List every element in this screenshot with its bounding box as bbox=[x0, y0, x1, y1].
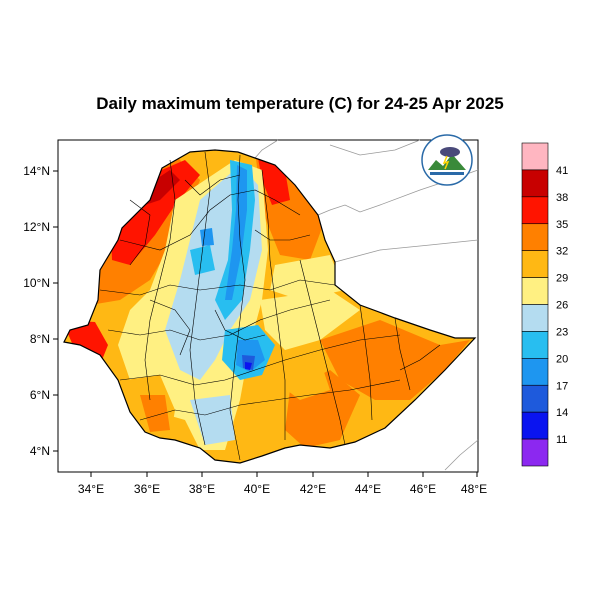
colorbar-swatch bbox=[521, 277, 549, 305]
lon-tick-label: 42°E bbox=[300, 482, 326, 496]
lon-tick-label: 46°E bbox=[410, 482, 436, 496]
colorbar-label: 20 bbox=[556, 353, 568, 365]
ethiopian-meteorology-institute-logo bbox=[421, 134, 473, 186]
colorbar-label: 11 bbox=[556, 434, 567, 446]
colorbar-label: 23 bbox=[556, 326, 568, 338]
country-outline bbox=[63, 149, 477, 464]
lon-tick-label: 48°E bbox=[461, 482, 487, 496]
colorbar-label: 32 bbox=[556, 246, 568, 258]
colorbar-label: 41 bbox=[556, 165, 568, 177]
colorbar-swatch bbox=[521, 438, 549, 467]
colorbar-label: 17 bbox=[556, 380, 568, 392]
colorbar-label: 14 bbox=[556, 407, 568, 419]
lat-tick-label: 6°N bbox=[30, 388, 50, 402]
colorbar-swatch bbox=[521, 304, 549, 332]
lat-axis: 14°N 12°N 10°N 8°N 6°N 4°N bbox=[23, 164, 58, 458]
colorbar: 41 38 35 32 29 26 23 20 17 14 11 bbox=[521, 142, 568, 467]
lat-tick-label: 14°N bbox=[23, 164, 50, 178]
colorbar-swatch bbox=[521, 250, 549, 278]
lat-tick-label: 8°N bbox=[30, 332, 50, 346]
colorbar-swatch bbox=[521, 196, 549, 225]
lat-tick-label: 10°N bbox=[23, 276, 50, 290]
lon-tick-label: 38°E bbox=[189, 482, 215, 496]
map-title: Daily maximum temperature (C) for 24-25 … bbox=[96, 94, 504, 113]
colorbar-label: 29 bbox=[556, 273, 568, 285]
colorbar-label: 38 bbox=[556, 192, 568, 204]
colorbar-label: 35 bbox=[556, 219, 568, 231]
lon-tick-label: 40°E bbox=[244, 482, 270, 496]
lat-tick-label: 4°N bbox=[30, 444, 50, 458]
colorbar-swatch bbox=[521, 411, 549, 440]
lon-tick-label: 44°E bbox=[355, 482, 381, 496]
lat-tick-label: 12°N bbox=[23, 220, 50, 234]
colorbar-label: 26 bbox=[556, 300, 568, 312]
colorbar-swatch bbox=[521, 223, 549, 251]
colorbar-swatch bbox=[521, 384, 549, 413]
lon-tick-label: 36°E bbox=[134, 482, 160, 496]
colorbar-swatch bbox=[521, 331, 549, 359]
lon-tick-label: 34°E bbox=[78, 482, 104, 496]
lon-axis: 34°E 36°E 38°E 40°E 42°E 44°E 46°E 48°E bbox=[78, 472, 487, 496]
colorbar-swatch bbox=[521, 358, 549, 386]
colorbar-swatch bbox=[521, 169, 549, 198]
colorbar-swatch bbox=[521, 142, 549, 171]
admin-boundaries bbox=[99, 151, 441, 461]
